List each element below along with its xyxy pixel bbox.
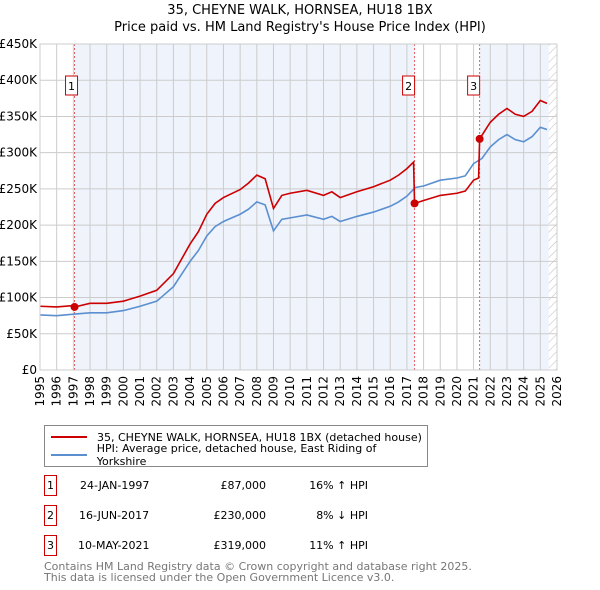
y-tick-label: £150K bbox=[0, 254, 38, 268]
shaded-period bbox=[74, 44, 415, 370]
hpi-diff: 16% ↑ HPI bbox=[309, 479, 368, 492]
y-tick-label: £250K bbox=[0, 182, 38, 196]
hpi-diff: 8% ↓ HPI bbox=[316, 509, 368, 522]
sale-label-box bbox=[402, 75, 416, 96]
x-tick-label: 2007 bbox=[233, 376, 247, 407]
plot-border bbox=[39, 43, 558, 371]
sale-point bbox=[70, 302, 79, 311]
x-tick-label: 2014 bbox=[350, 376, 364, 407]
x-tick-label: 1999 bbox=[100, 376, 114, 407]
x-tick-label: 2017 bbox=[400, 376, 414, 407]
chart-subtitle: Price paid vs. HM Land Registry's House … bbox=[114, 20, 486, 35]
x-tick-label: 1996 bbox=[50, 376, 64, 407]
transaction-row: 2 16-JUN-2017 £230,000 8% ↓ HPI bbox=[44, 505, 444, 527]
legend-blue-line bbox=[51, 454, 87, 456]
forecast-hatch bbox=[548, 44, 557, 370]
x-tick-label: 2026 bbox=[550, 376, 564, 407]
footer: Contains HM Land Registry data © Crown c… bbox=[44, 561, 472, 583]
price: £230,000 bbox=[213, 509, 267, 522]
x-tick-label: 2012 bbox=[317, 376, 331, 407]
x-tick-label: 2020 bbox=[450, 376, 464, 407]
x-tick-label: 2002 bbox=[150, 376, 164, 407]
y-tick-label: £350K bbox=[0, 109, 38, 123]
y-tick-label: £0 bbox=[22, 363, 37, 377]
x-tick-label: 2003 bbox=[166, 376, 180, 407]
x-tick-label: 2024 bbox=[517, 376, 531, 407]
x-tick-label: 2009 bbox=[266, 376, 280, 407]
x-tick-label: 2011 bbox=[300, 376, 314, 407]
chart-title: 35, CHEYNE WALK, HORNSEA, HU18 1BX bbox=[167, 3, 433, 18]
x-tick-label: 2010 bbox=[283, 376, 297, 407]
marker-badge: 3 bbox=[44, 535, 57, 556]
shaded-period bbox=[479, 44, 549, 370]
date: 24-JAN-1997 bbox=[80, 479, 150, 492]
x-tick-label: 2021 bbox=[467, 376, 481, 407]
marker-badge: 2 bbox=[44, 505, 57, 526]
legend-property: 35, CHEYNE WALK, HORNSEA, HU18 1BX (deta… bbox=[97, 430, 422, 444]
sale-label: 1 bbox=[68, 80, 75, 93]
sale-label-box bbox=[467, 75, 481, 96]
transaction-row: 1 24-JAN-1997 £87,000 16% ↑ HPI bbox=[44, 475, 444, 497]
x-tick-label: 2025 bbox=[533, 376, 547, 407]
price: £319,000 bbox=[213, 539, 267, 552]
price: £87,000 bbox=[220, 479, 267, 492]
sale-label-box bbox=[65, 75, 79, 96]
sale-label: 2 bbox=[405, 80, 412, 93]
x-tick-label: 2016 bbox=[383, 376, 397, 407]
x-tick-label: 2001 bbox=[133, 376, 147, 407]
x-tick-label: 2008 bbox=[250, 376, 264, 407]
x-tick-label: 1995 bbox=[33, 376, 47, 407]
y-tick-label: £100K bbox=[0, 291, 38, 305]
footer-line-2: This data is licensed under the Open Gov… bbox=[44, 571, 395, 584]
y-tick-label: £200K bbox=[0, 218, 38, 232]
x-tick-label: 2023 bbox=[500, 376, 514, 407]
series-line bbox=[39, 99, 548, 308]
y-tick-label: £450K bbox=[0, 37, 38, 51]
x-tick-label: 2000 bbox=[116, 376, 130, 407]
x-tick-label: 2013 bbox=[333, 376, 347, 407]
legend-hpi: HPI: Average price, detached house, East… bbox=[96, 442, 377, 468]
price-chart: 1995 1996 1997 1998 1999 2000 2001 2002 2003 2004… bbox=[0, 37, 564, 407]
x-tick-label: 2022 bbox=[483, 376, 497, 407]
legend: 35, CHEYNE WALK, HORNSEA, HU18 1BX (deta… bbox=[44, 425, 428, 468]
y-tick-label: £50K bbox=[6, 327, 38, 341]
x-tick-label: 1997 bbox=[66, 376, 80, 407]
footer-line-1: Contains HM Land Registry data © Crown c… bbox=[44, 560, 472, 573]
x-tick-label: 2019 bbox=[433, 376, 447, 407]
transaction-row: 3 10-MAY-2021 £319,000 11% ↑ HPI bbox=[44, 535, 444, 557]
date: 10-MAY-2021 bbox=[78, 539, 150, 552]
legend-red-line bbox=[51, 436, 87, 438]
x-tick-label: 2006 bbox=[216, 376, 230, 407]
sale-label: 3 bbox=[470, 80, 477, 93]
x-tick-label: 2018 bbox=[417, 376, 431, 407]
series-line bbox=[39, 126, 548, 317]
x-tick-label: 2005 bbox=[200, 376, 214, 407]
marker-badge: 1 bbox=[44, 475, 57, 496]
x-tick-label: 2004 bbox=[183, 376, 197, 407]
sale-point bbox=[475, 134, 484, 143]
sale-point bbox=[410, 199, 419, 208]
hpi-diff: 11% ↑ HPI bbox=[309, 539, 368, 552]
y-tick-label: £300K bbox=[0, 146, 38, 160]
x-tick-label: 2015 bbox=[367, 376, 381, 407]
x-tick-label: 1998 bbox=[83, 376, 97, 407]
y-tick-label: £400K bbox=[0, 73, 38, 87]
date: 16-JUN-2017 bbox=[79, 509, 150, 522]
